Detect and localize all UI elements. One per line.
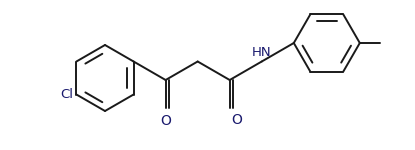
- Text: HN: HN: [252, 46, 271, 60]
- Text: Cl: Cl: [61, 88, 73, 101]
- Text: O: O: [232, 113, 243, 127]
- Text: O: O: [160, 114, 171, 128]
